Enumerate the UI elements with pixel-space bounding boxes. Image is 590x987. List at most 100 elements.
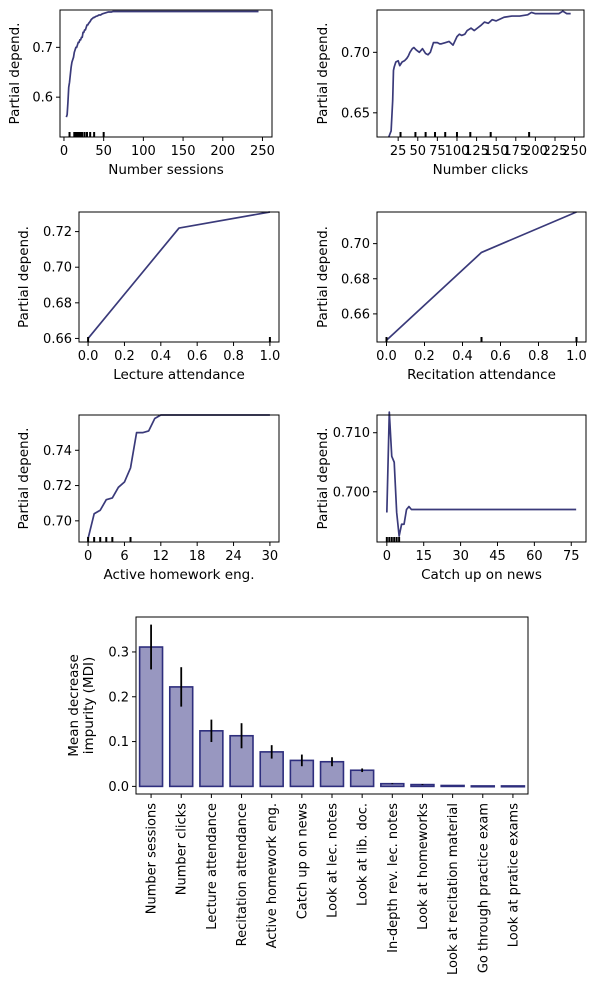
category-label: Look at recitation material bbox=[446, 803, 461, 975]
x-tick-label: 50 bbox=[95, 144, 112, 159]
y-axis-label-line: Mean decrease bbox=[66, 654, 82, 757]
pd-line bbox=[87, 211, 271, 339]
x-tick-label: 0.4 bbox=[150, 349, 171, 364]
x-tick-label: 200 bbox=[210, 144, 235, 159]
axes-frame bbox=[78, 414, 280, 543]
category-label: Go through practice exam bbox=[476, 803, 491, 973]
y-axis-label-line: impurity (MDI) bbox=[81, 657, 97, 754]
category-label: Number clicks bbox=[175, 803, 190, 895]
x-tick-label: 150 bbox=[171, 144, 196, 159]
x-tick-label: 0.4 bbox=[452, 349, 473, 364]
pd-line bbox=[87, 414, 270, 539]
bar bbox=[470, 785, 496, 788]
category-label: Look at lec. notes bbox=[326, 803, 341, 918]
x-tick-label: 75 bbox=[429, 144, 446, 159]
y-tick-label: 0.3 bbox=[108, 645, 129, 660]
category-label: Look at homeworks bbox=[416, 803, 431, 930]
x-tick-label: 18 bbox=[189, 549, 206, 564]
category-label: Look at lib. doc. bbox=[356, 803, 371, 906]
x-tick-label: 0.6 bbox=[490, 349, 511, 364]
x-tick-label: 250 bbox=[250, 144, 275, 159]
x-tick-label: 225 bbox=[543, 144, 568, 159]
pdp-panel-6: 0 15 30 45 60 75 0.700 0.710 Catch up on news Par… bbox=[315, 411, 587, 583]
x-tick-label: 75 bbox=[563, 549, 580, 564]
pdp-panel-5: 0 6 12 18 24 30 0.70 0.72 0.74 Active homework en… bbox=[16, 414, 280, 583]
bar bbox=[440, 784, 465, 788]
x-tick-label: 24 bbox=[225, 549, 242, 564]
y-tick-label: 0.6 bbox=[32, 91, 53, 106]
y-tick-label: 0.66 bbox=[341, 307, 370, 322]
x-tick-label: 0.2 bbox=[114, 349, 135, 364]
category-label: Catch up on news bbox=[295, 803, 310, 919]
x-tick-label: 30 bbox=[452, 549, 469, 564]
x-tick-label: 45 bbox=[489, 549, 506, 564]
x-axis-label: Active homework eng. bbox=[103, 567, 254, 583]
y-axis-label: Partial depend. bbox=[7, 23, 23, 125]
pd-line bbox=[385, 211, 577, 341]
x-tick-label: 150 bbox=[484, 144, 509, 159]
y-tick-label: 0.7 bbox=[32, 41, 53, 56]
y-tick-label: 0.70 bbox=[341, 46, 370, 61]
x-tick-label: 6 bbox=[120, 549, 128, 564]
category-label: In-depth rev. lec. notes bbox=[386, 803, 401, 953]
y-tick-label: 0.0 bbox=[108, 780, 129, 795]
y-tick-label: 0.72 bbox=[43, 225, 72, 240]
x-axis-label: Lecture attendance bbox=[113, 367, 245, 383]
x-tick-label: 0 bbox=[60, 144, 68, 159]
x-tick-label: 100 bbox=[445, 144, 470, 159]
mdi-bar-chart: Number sessions Number clicks Lecture atte… bbox=[66, 616, 529, 975]
axes-frame bbox=[135, 616, 529, 795]
x-tick-label: 175 bbox=[503, 144, 528, 159]
axes-frame bbox=[78, 211, 280, 343]
y-axis-label: Partial depend. bbox=[16, 226, 32, 328]
y-tick-label: 0.68 bbox=[341, 272, 370, 287]
y-tick-label: 0.700 bbox=[333, 485, 370, 500]
x-tick-label: 1.0 bbox=[566, 349, 587, 364]
x-tick-label: 0.6 bbox=[187, 349, 208, 364]
bar bbox=[500, 785, 526, 788]
x-tick-label: 250 bbox=[562, 144, 587, 159]
x-tick-label: 0.8 bbox=[223, 349, 244, 364]
y-axis-label: Partial depend. bbox=[315, 23, 331, 125]
axes-frame bbox=[376, 211, 587, 343]
pdp-panel-1: 0 50 100 150 200 250 0.6 0.7 Number sessions Part… bbox=[7, 9, 275, 178]
pd-line bbox=[65, 10, 259, 118]
x-tick-label: 50 bbox=[409, 144, 426, 159]
x-axis-label: Number sessions bbox=[108, 162, 224, 178]
y-tick-label: 0.710 bbox=[333, 426, 370, 441]
y-axis-label: Mean decreaseimpurity (MDI) bbox=[66, 654, 97, 757]
x-tick-label: 1.0 bbox=[260, 349, 281, 364]
y-tick-label: 0.70 bbox=[341, 237, 370, 252]
x-tick-label: 100 bbox=[131, 144, 156, 159]
pd-line bbox=[385, 411, 577, 537]
x-tick-label: 0.0 bbox=[78, 349, 99, 364]
category-label: Look at pratice exams bbox=[506, 803, 521, 947]
category-label: Number sessions bbox=[145, 803, 160, 914]
x-tick-label: 0 bbox=[84, 549, 92, 564]
x-axis-label: Number clicks bbox=[433, 162, 529, 178]
x-tick-label: 200 bbox=[523, 144, 548, 159]
y-tick-label: 0.70 bbox=[43, 514, 72, 529]
y-tick-label: 0.2 bbox=[108, 690, 129, 705]
x-tick-label: 0.8 bbox=[528, 349, 549, 364]
category-label: Recitation attendance bbox=[235, 803, 250, 946]
y-axis-label: Partial depend. bbox=[16, 428, 32, 530]
category-label: Active homework eng. bbox=[265, 803, 280, 948]
y-tick-label: 0.68 bbox=[43, 296, 72, 311]
pd-line bbox=[387, 10, 571, 138]
axes-frame bbox=[59, 9, 273, 138]
pdp-panel-3: 0.0 0.2 0.4 0.6 0.8 1.0 0.66 0.68 0.70 0.72 Lectur… bbox=[16, 211, 281, 383]
y-tick-label: 0.74 bbox=[43, 444, 72, 459]
y-tick-label: 0.72 bbox=[43, 479, 72, 494]
x-tick-label: 12 bbox=[153, 549, 170, 564]
axes-frame bbox=[376, 9, 585, 138]
y-tick-label: 0.66 bbox=[43, 332, 72, 347]
x-tick-label: 125 bbox=[464, 144, 489, 159]
x-tick-label: 60 bbox=[526, 549, 543, 564]
y-tick-label: 0.1 bbox=[108, 735, 129, 750]
x-tick-label: 0 bbox=[383, 549, 391, 564]
y-axis-label: Partial depend. bbox=[315, 226, 331, 328]
category-label: Lecture attendance bbox=[205, 803, 220, 930]
x-tick-label: 30 bbox=[262, 549, 279, 564]
